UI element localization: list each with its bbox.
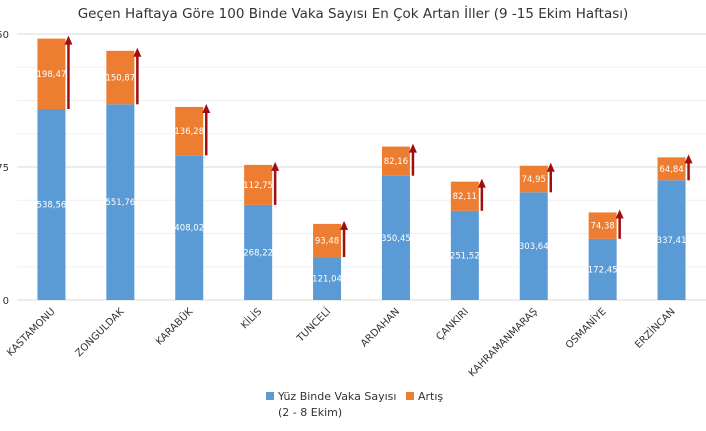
x-tick-label: TUNCELİ (293, 305, 333, 345)
data-label-increase: 74,95 (522, 175, 546, 185)
increase-arrow-head (202, 103, 211, 113)
bar-base (313, 257, 342, 300)
x-tick-label: ERZİNCAN (632, 305, 678, 351)
x-tick-label: OSMANİYE (562, 305, 608, 351)
increase-arrow-head (64, 35, 73, 45)
data-label-base: 268,22 (243, 248, 273, 258)
data-label-base: 251,52 (450, 251, 480, 261)
data-label-increase: 112,75 (243, 181, 273, 191)
data-label-base: 408,02 (174, 224, 204, 234)
data-label-increase: 74,38 (590, 222, 614, 232)
bar-base (37, 108, 66, 300)
y-tick-label: 375 (0, 163, 9, 174)
increase-arrow-head (546, 162, 555, 172)
increase-arrow-head (340, 220, 349, 230)
bar-base (450, 210, 479, 300)
x-tick-label: ÇANKIRI (434, 306, 471, 343)
bar-base (106, 104, 135, 301)
increase-arrow-head (477, 178, 486, 188)
x-tick-label: ARDAHAN (359, 306, 402, 349)
legend-label-increase: Artış (418, 390, 444, 403)
legend-swatch-base (266, 392, 274, 400)
bar-increase (106, 50, 135, 105)
legend-item-increase: Artış (406, 389, 443, 405)
data-label-increase: 64,84 (659, 165, 683, 175)
increase-arrow-head (615, 209, 624, 219)
increase-arrow-head (271, 161, 280, 171)
data-label-increase: 150,87 (105, 74, 135, 84)
bar-base (175, 155, 204, 300)
x-tick-label: KARABÜK (153, 305, 196, 348)
increase-arrow-head (684, 154, 693, 164)
bar-increase (381, 146, 410, 176)
bar-base (588, 238, 617, 300)
x-tick-label: KASTAMONU (5, 306, 57, 358)
bar-increase (588, 212, 617, 239)
data-label-base: 121,04 (312, 275, 342, 285)
bar-base (381, 175, 410, 300)
data-label-increase: 198,47 (37, 70, 67, 80)
data-label-base: 538,56 (37, 200, 67, 210)
bar-base (244, 204, 273, 300)
x-tick-label: ZONGULDAK (74, 306, 127, 359)
data-label-increase: 93,48 (315, 236, 339, 246)
legend-label-base-1: Yüz Binde Vaka Sayısı (278, 390, 397, 403)
bar-base (657, 180, 686, 300)
bar-increase (657, 157, 686, 181)
legend-label-base-2: (2 - 8 Ekim) (278, 406, 343, 419)
data-label-base: 337,41 (657, 236, 687, 246)
data-label-increase: 82,16 (384, 157, 408, 167)
bar-increase (313, 223, 342, 258)
bar-increase (37, 38, 66, 109)
bar-increase (244, 164, 273, 205)
legend-item-base: Yüz Binde Vaka Sayısı (2 - 8 Ekim) (266, 389, 396, 421)
data-label-base: 303,64 (519, 242, 549, 252)
data-label-increase: 82,11 (453, 192, 477, 202)
data-label-base: 551,76 (105, 198, 135, 208)
data-label-base: 350,45 (381, 234, 411, 244)
bar-increase (175, 106, 204, 156)
chart-title: Geçen Haftaya Göre 100 Binde Vaka Sayısı… (77, 6, 629, 22)
data-label-increase: 136,28 (174, 127, 204, 137)
y-tick-label: 750 (0, 30, 9, 41)
bar-base (519, 192, 548, 300)
bar-increase (519, 165, 548, 193)
legend-swatch-increase (406, 392, 414, 400)
increase-arrow-head (133, 47, 142, 57)
bar-increase (450, 181, 479, 211)
increase-arrow-head (408, 143, 417, 153)
x-tick-label: KİLİS (238, 305, 264, 331)
data-label-base: 172,45 (588, 265, 618, 275)
x-tick-label: KAHRAMANMARAŞ (467, 306, 540, 379)
y-tick-label: 0 (3, 296, 9, 307)
